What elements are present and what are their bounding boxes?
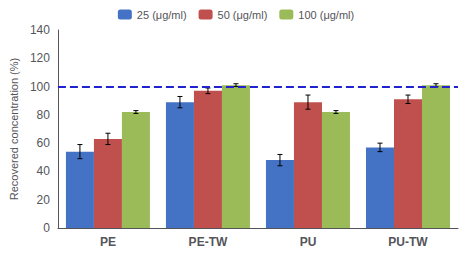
- svg-text:100: 100: [30, 80, 50, 94]
- svg-text:120: 120: [30, 51, 50, 65]
- svg-text:0: 0: [43, 221, 50, 235]
- svg-text:60: 60: [37, 136, 51, 150]
- svg-text:25 (μg/ml): 25 (μg/ml): [137, 9, 187, 21]
- svg-text:PE: PE: [100, 235, 116, 249]
- svg-text:Recovered concentration (%): Recovered concentration (%): [8, 58, 20, 200]
- svg-text:140: 140: [30, 23, 50, 37]
- svg-text:PE-TW: PE-TW: [189, 235, 228, 249]
- svg-text:PU-TW: PU-TW: [388, 235, 428, 249]
- svg-text:50 (μg/ml): 50 (μg/ml): [218, 9, 268, 21]
- svg-text:80: 80: [37, 108, 51, 122]
- svg-text:100 (μg/ml): 100 (μg/ml): [298, 9, 354, 21]
- svg-text:PU: PU: [300, 235, 317, 249]
- svg-text:20: 20: [37, 193, 51, 207]
- svg-text:40: 40: [37, 164, 51, 178]
